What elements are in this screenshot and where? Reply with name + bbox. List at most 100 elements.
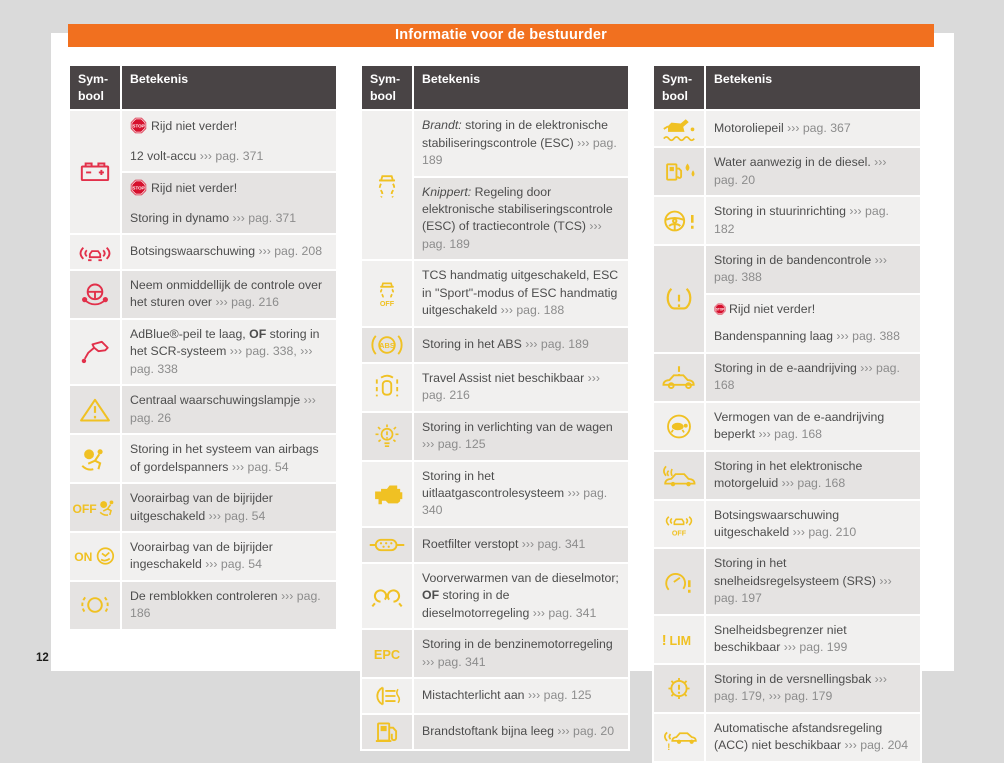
text-segment: Neem onmiddellijk de controle over het s…	[130, 278, 323, 310]
symbol-cell	[362, 715, 412, 750]
table-row: Brandt: storing in de elektronische stab…	[362, 111, 628, 260]
stop-icon: STOP	[130, 117, 147, 139]
table-row: Voorverwarmen van de dieselmotor; OF sto…	[362, 563, 628, 629]
page-banner: Informatie voor de bestuurder	[68, 24, 934, 47]
meaning-text: Botsingswaarschuwing ››› pag. 208	[130, 243, 328, 260]
meaning-text: Travel Assist niet beschikbaar ››› pag. …	[422, 370, 620, 405]
text-segment: OF	[422, 588, 440, 603]
esc-off-icon: OFF	[370, 282, 404, 307]
meaning-text: STOP Rijd niet verder!	[714, 301, 912, 320]
airbag-on-icon: ON	[74, 547, 116, 566]
text-segment: Knippert:	[422, 184, 472, 199]
table-row: Storing in verlichting van de wagen ››› …	[362, 412, 628, 460]
text-segment: Botsingswaarschuwing	[130, 244, 259, 259]
table-row: OFF Botsingswaarschuwing uitgeschakeld ››…	[654, 500, 920, 548]
meaning-cell: Botsingswaarschuwing uitgeschakeld ››› p…	[706, 500, 920, 548]
table-row: Storing in het uitlaatgascontrolesysteem…	[362, 461, 628, 526]
text-segment: Regeling door elektronische stabiliserin…	[422, 184, 613, 234]
glow-plug-icon	[368, 588, 406, 608]
meaning-text: Storing in verlichting van de wagen ››› …	[422, 419, 620, 454]
table-row: ! LIM Snelheidsbegrenzer niet beschikbaar …	[654, 615, 920, 663]
meaning-cell: Storing in het systeem van airbags of go…	[122, 435, 336, 483]
text-segment: Voorairbag van de bijrijder ingeschakeld	[130, 539, 273, 572]
symbol-column-header: Sym-bool	[654, 66, 704, 110]
lim-icon: ! LIM	[660, 632, 698, 649]
symbol-cell	[70, 319, 120, 385]
meaning-cell: Water aanwezig in de diesel. ››› pag. 20	[706, 148, 920, 196]
meaning-text: Vermogen van de e-aandrijving beperkt ››…	[714, 409, 912, 444]
symbol-cell: ON	[70, 532, 120, 580]
meaning-text: Roetfilter verstopt ››› pag. 341	[422, 536, 620, 553]
svg-text:!: !	[662, 633, 667, 649]
meaning-text: Automatische afstandsregeling (ACC) niet…	[714, 720, 912, 755]
symbol-table-2: Sym-bool Betekenis Brandt: storing in de e…	[360, 64, 630, 752]
text-segment: OF	[249, 326, 267, 341]
text-segment: Storing in dynamo	[130, 210, 233, 225]
water-in-fuel-icon	[662, 163, 696, 181]
page-banner-title: Informatie voor de bestuurder	[394, 27, 608, 43]
text-segment: Storing in het systeem van airbags of go…	[130, 442, 319, 474]
airbag-icon	[78, 448, 112, 471]
tpms-icon	[662, 288, 696, 310]
table-row: OFF TCS handmatig uitgeschakeld, ESC in "…	[362, 261, 628, 326]
text-segment: Storing in de e-aandrijving	[714, 360, 861, 375]
table-row: Neem onmiddellijk de controle over het s…	[70, 271, 336, 318]
symbol-header-line: bool	[370, 88, 396, 103]
text-segment: Rijd niet verder!	[151, 119, 238, 134]
meaning-cell: Storing in de versnellingsbak ››› pag. 1…	[706, 664, 920, 712]
stop-icon: STOP	[714, 303, 726, 320]
text-segment: ››› pag. 371	[199, 148, 264, 163]
meaning-text: Storing in het uitlaatgascontrolesysteem…	[422, 468, 620, 520]
svg-text:STOP: STOP	[132, 124, 144, 129]
text-segment: Storing in het elektronische motorgeluid	[714, 458, 863, 491]
text-segment: ››› pag. 20	[714, 155, 887, 187]
table-row: Storing in stuurinrichting ››› pag. 182	[654, 197, 920, 244]
text-segment: ››› pag. 341	[521, 537, 586, 552]
meaning-text: Brandt: storing in de elektronische stab…	[422, 117, 620, 169]
text-segment: Storing in het snelheidsregelsysteem (SR…	[714, 556, 880, 588]
meaning-cell: Neem onmiddellijk de controle over het s…	[122, 271, 336, 318]
meaning-cell: Brandstoftank bijna leeg ››› pag. 20	[414, 715, 628, 750]
text-segment: ››› pag. 197	[714, 573, 892, 606]
symbol-column-header: Sym-bool	[70, 66, 120, 110]
svg-text:!: !	[667, 742, 670, 751]
meaning-cell: Motoroliepeil ››› pag. 367	[706, 111, 920, 147]
text-segment: 12 volt-accu	[130, 148, 200, 163]
text-segment: Snelheidsbegrenzer niet beschikbaar	[714, 622, 847, 655]
manual-page: { "page_label": "12", "banner": { "title…	[36, 24, 954, 763]
meaning-cell: TCS handmatig uitgeschakeld, ESC in "Spo…	[414, 261, 628, 326]
text-segment: Rijd niet verder!	[151, 181, 238, 196]
symbol-tables-container: Sym-bool Betekenis STOP Rijd niet verder! 12…	[68, 64, 922, 763]
meaning-text: STOP Rijd niet verder!	[130, 179, 328, 201]
warning-triangle-icon	[78, 399, 112, 422]
text-segment: ››› pag. 189	[422, 135, 617, 168]
symbol-column-header: Sym-bool	[362, 66, 412, 110]
meaning-cell: Storing in het elektronische motorgeluid…	[706, 451, 920, 499]
svg-text:EPC: EPC	[374, 647, 400, 662]
travel-assist-icon	[370, 374, 404, 397]
text-segment: ››› pag. 26	[130, 393, 316, 425]
text-segment: ››› pag. 168	[758, 427, 823, 442]
text-segment: storing in de dieselmotorregeling	[422, 588, 533, 620]
text-segment: Voorverwarmen van de dieselmotor;	[422, 570, 619, 585]
svg-text:LIM: LIM	[670, 634, 692, 648]
table-row: Travel Assist niet beschikbaar ››› pag. …	[362, 363, 628, 411]
hands-steering-icon	[76, 284, 114, 306]
table-row: EPC Storing in de benzinemotorregeling ››…	[362, 630, 628, 678]
text-segment: Voorairbag van de bijrijder uitgeschakel…	[130, 491, 273, 523]
light-fault-icon	[370, 424, 404, 448]
meaning-column-header: Betekenis	[414, 66, 628, 110]
table-row: ! Automatische afstandsregeling (ACC) nie…	[654, 713, 920, 761]
meaning-cell: Storing in het ABS ››› pag. 189	[414, 327, 628, 362]
symbol-cell	[70, 581, 120, 629]
symbol-cell	[654, 246, 704, 352]
meaning-text: Storing in het snelheidsregelsysteem (SR…	[714, 555, 912, 607]
text-segment: ››› pag. 204	[844, 738, 909, 753]
table-row: STOP Rijd niet verder! Storing in dynamo ›…	[70, 173, 336, 233]
gearbox-icon	[662, 677, 696, 699]
rear-fog-icon	[370, 686, 404, 706]
text-segment: AdBlue®-peil te laag,	[130, 326, 250, 341]
svg-text:OFF: OFF	[672, 530, 687, 538]
meaning-text: Storing in de benzinemotorregeling ››› p…	[422, 636, 620, 671]
symbol-cell	[70, 271, 120, 318]
